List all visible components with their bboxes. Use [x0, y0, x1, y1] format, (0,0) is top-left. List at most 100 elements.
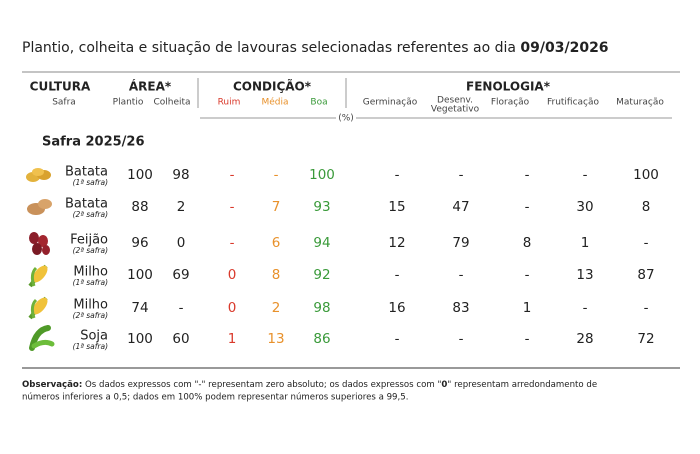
crop-safra: (2ª safra) [73, 210, 108, 219]
subheader: Vegetativo [431, 105, 480, 115]
crop-safra: (1ª safra) [73, 178, 108, 187]
note-text: Os dados expressos com "-" representam z… [85, 380, 441, 390]
cell: 100 [309, 167, 335, 183]
header: FENOLOGIA* [466, 80, 551, 94]
crop-safra: (2ª safra) [73, 311, 108, 320]
subheader: Floração [491, 98, 530, 108]
cell: 60 [172, 331, 189, 347]
cell: 72 [637, 331, 654, 347]
cell: - [525, 167, 530, 183]
cell: - [459, 167, 464, 183]
cell: 96 [131, 235, 148, 251]
cell: - [459, 331, 464, 347]
cell: 100 [127, 267, 153, 283]
cell: 93 [313, 199, 330, 215]
header: CONDIÇÃO* [233, 79, 312, 94]
crop-name: Milho [73, 298, 108, 313]
cell: 7 [272, 199, 281, 215]
cell: 15 [388, 199, 405, 215]
subheader: Colheita [153, 98, 190, 108]
cell: - [230, 235, 235, 251]
note-text: " representam arredondamento de [447, 380, 597, 390]
cell: 2 [272, 300, 281, 316]
cell: 94 [313, 235, 330, 251]
note-label: Observação: [22, 380, 82, 390]
cell: 47 [452, 199, 469, 215]
cell: 69 [172, 267, 189, 283]
cell: - [459, 267, 464, 283]
subheader: Safra [52, 98, 76, 108]
cell: 79 [452, 235, 469, 251]
cell: - [230, 199, 235, 215]
subheader: Boa [310, 98, 327, 108]
title: Plantio, colheita e situação de lavouras… [22, 40, 609, 56]
cell: 83 [452, 300, 469, 316]
cell: - [179, 300, 184, 316]
cell: 86 [313, 331, 330, 347]
cell: 1 [228, 331, 237, 347]
cell: 100 [127, 331, 153, 347]
cell: - [230, 167, 235, 183]
subheader: Ruim [218, 98, 241, 108]
title-date: 09/03/2026 [520, 40, 608, 56]
title-text: Plantio, colheita e situação de lavouras… [22, 40, 520, 56]
cell: 1 [581, 235, 590, 251]
cell: 13 [267, 331, 284, 347]
crop-name: Batata [65, 165, 108, 180]
cell: 8 [642, 199, 651, 215]
cell: - [644, 300, 649, 316]
cell: 100 [127, 167, 153, 183]
cell: - [583, 167, 588, 183]
cell: - [583, 300, 588, 316]
header: CULTURA [30, 80, 91, 94]
cell: 30 [576, 199, 593, 215]
cell: - [644, 235, 649, 251]
crop-name: Milho [73, 265, 108, 280]
potato-icon [26, 168, 51, 182]
cell: 100 [633, 167, 659, 183]
cell: 2 [177, 199, 186, 215]
cell: 13 [576, 267, 593, 283]
cell: 0 [228, 267, 237, 283]
cell: - [525, 267, 530, 283]
subheader: Maturação [616, 98, 664, 108]
unit: (%) [338, 114, 354, 124]
corn-icon [28, 296, 48, 320]
cell: - [274, 167, 279, 183]
cell: - [395, 267, 400, 283]
header: ÁREA* [129, 79, 172, 94]
cell: 87 [637, 267, 654, 283]
cell: 74 [131, 300, 148, 316]
crop-name: Batata [65, 197, 108, 212]
cell: - [525, 331, 530, 347]
cell: - [395, 331, 400, 347]
note-text: números inferiores a 0,5; dados em 100% … [22, 393, 408, 403]
subheader: Frutificação [547, 98, 600, 108]
crop-name: Soja [80, 329, 108, 344]
cell: 8 [523, 235, 532, 251]
note-text: 0 [441, 380, 447, 390]
bean-icon [29, 232, 50, 255]
cell: 0 [177, 235, 186, 251]
subheader: Germinação [363, 98, 418, 108]
subheader: Plantio [113, 98, 144, 108]
cell: 98 [313, 300, 330, 316]
note: Observação: Os dados expressos com "-" r… [22, 380, 597, 390]
crop-name: Feijão [70, 233, 108, 248]
cell: 98 [172, 167, 189, 183]
cell: 0 [228, 300, 237, 316]
crop-safra: (2ª safra) [73, 246, 108, 255]
cell: 8 [272, 267, 281, 283]
cell: - [525, 199, 530, 215]
cell: 92 [313, 267, 330, 283]
section-title: Safra 2025/26 [42, 135, 145, 150]
crop-safra: (1ª safra) [73, 342, 108, 351]
cell: 12 [388, 235, 405, 251]
potato-icon [27, 199, 52, 215]
cell: 16 [388, 300, 405, 316]
cell: 6 [272, 235, 281, 251]
cell: 28 [576, 331, 593, 347]
soy-icon [29, 325, 55, 351]
crop-safra: (1ª safra) [73, 278, 108, 287]
